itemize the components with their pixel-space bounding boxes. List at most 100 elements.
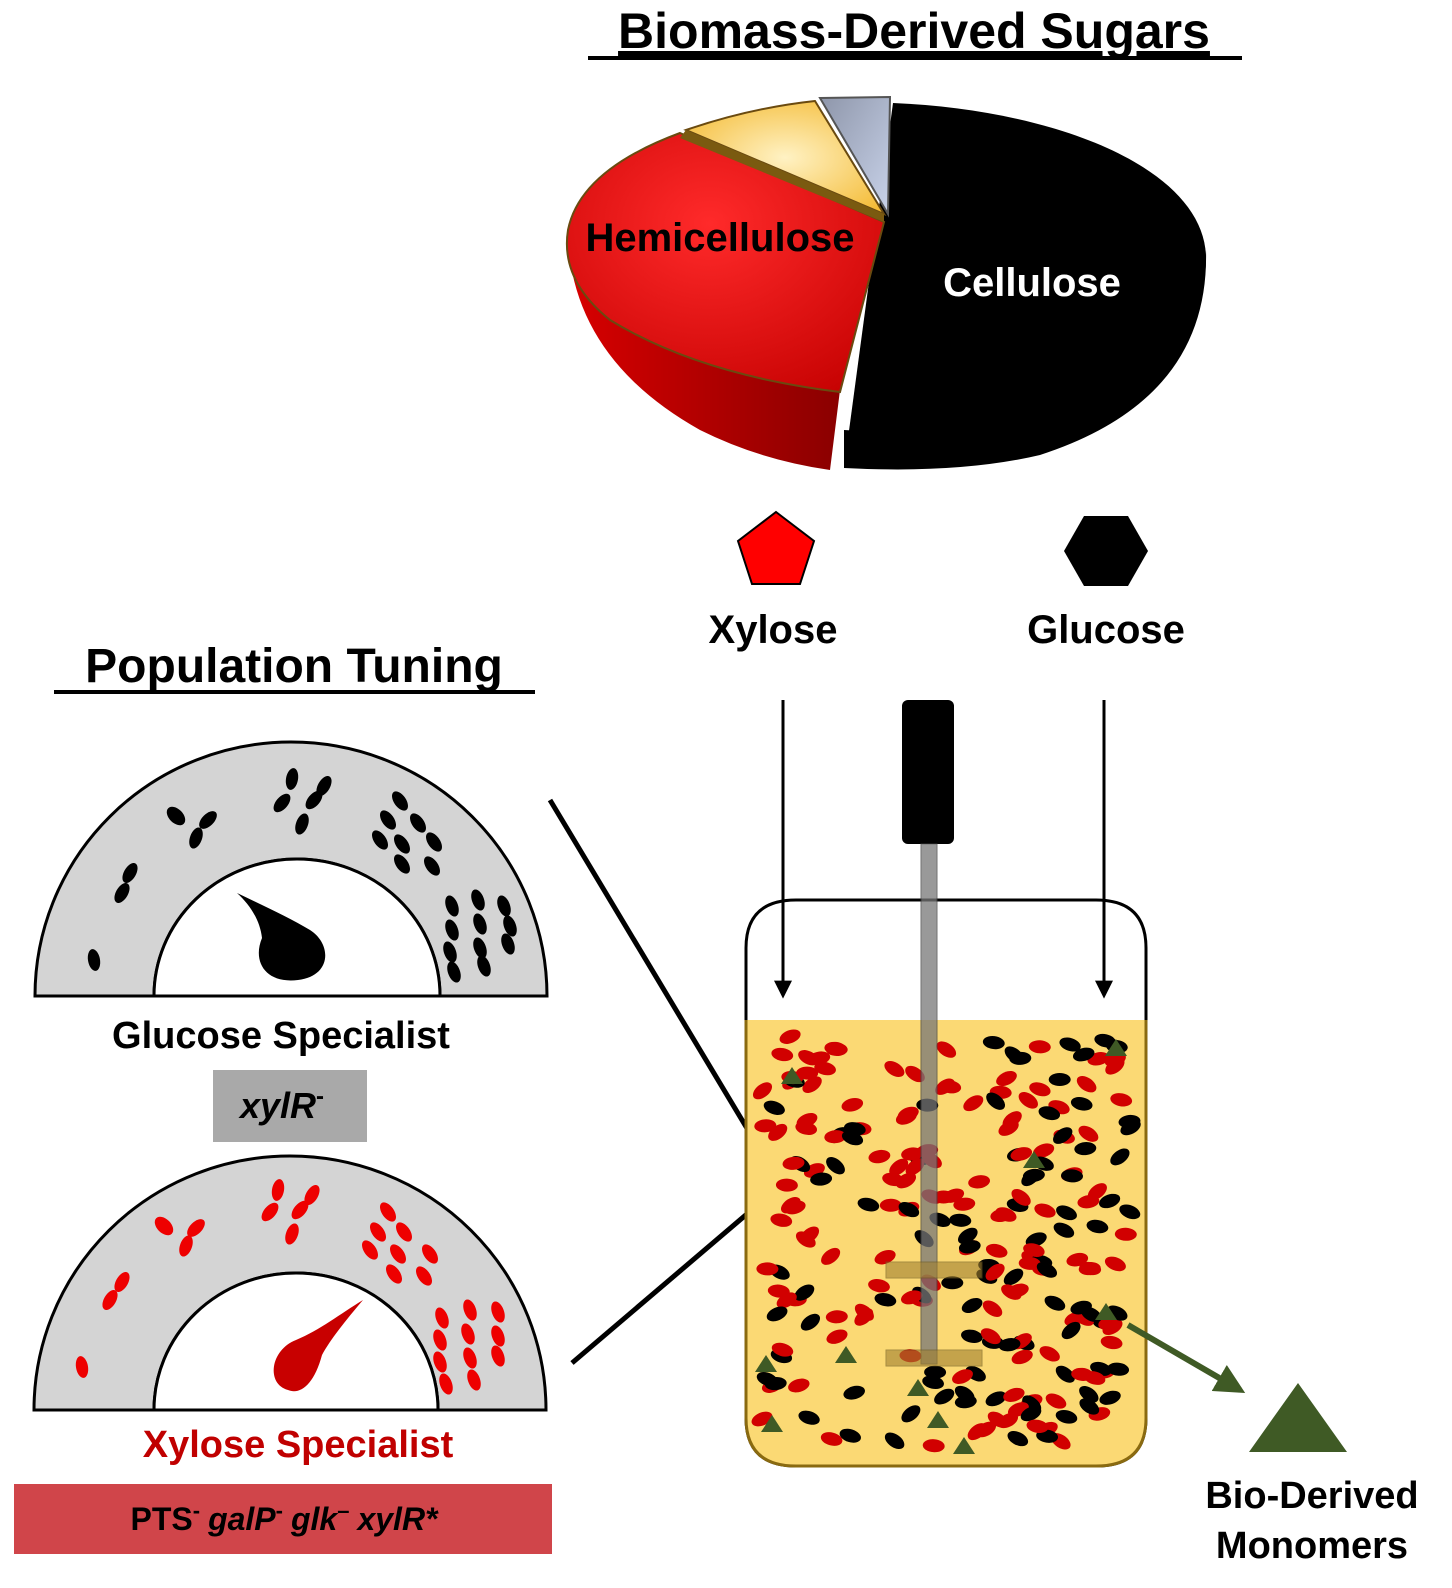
product-molecule-icon [927, 1411, 949, 1428]
xylose-specialist-cell [752, 1082, 773, 1100]
glucose-specialist-cell [949, 1213, 972, 1227]
xylose-specialist-cell [985, 1243, 1008, 1258]
xylose-specialist-cell [854, 1303, 874, 1321]
xylose-specialist-cell [922, 1439, 945, 1453]
glucose-specialist-cell [843, 1385, 865, 1400]
product-label-line2: Monomers [1216, 1525, 1408, 1567]
xylose-specialist-cell [814, 1061, 836, 1076]
product-molecule-icon [953, 1437, 975, 1454]
xylose-specialist-cell [771, 1342, 794, 1357]
xylose-specialist-cell [1011, 1349, 1033, 1365]
glucose-specialist-cell [1061, 1321, 1081, 1340]
glucose-specialist-cell [1044, 1295, 1066, 1311]
glucose-hexagon-icon [1064, 516, 1148, 586]
xylose-specialist-cell [1011, 1188, 1031, 1206]
xylose-specialist-cell [895, 1110, 917, 1125]
xylose-specialist-cell [895, 1172, 917, 1189]
xylose-specialist-cell [1002, 1111, 1022, 1129]
xylose-specialist-cell [985, 1263, 1005, 1281]
figure-title: Biomass-Derived Sugars [618, 3, 1210, 59]
bioreactor [744, 700, 1148, 1468]
glucose-specialist-cell [857, 1197, 880, 1212]
xylose-specialist-cell [771, 1047, 794, 1062]
glucose-specialist-cell [841, 1130, 864, 1146]
glucose-specialist-cell [874, 1292, 897, 1307]
glucose-specialist-cell [1110, 1148, 1130, 1166]
xylose-specialist-cell [820, 1432, 843, 1446]
xylose-specialist-cell [1104, 1256, 1126, 1272]
glucose-specialist-cell [763, 1100, 785, 1115]
xylose-specialist-cell [1114, 1227, 1137, 1241]
glucose-specialist-cell [941, 1276, 964, 1290]
glucose-specialist-cell [961, 1329, 983, 1344]
glucose-specialist-cell [1072, 1047, 1095, 1062]
xylose-specialist-cell [788, 1378, 810, 1393]
xylose-specialist-cell [868, 1278, 890, 1293]
xylose-specialist-cell [1026, 1419, 1049, 1433]
glucose-specialist-cell [1038, 1106, 1061, 1121]
stirrer-impeller-upper [885, 1261, 983, 1279]
zoom-line-top [547, 798, 784, 1187]
reactor-cells [751, 1029, 1141, 1454]
glucose-specialist-cell [1036, 1429, 1059, 1443]
glucose-specialist-cell [961, 1297, 983, 1314]
xylose-specialist-cell [1078, 1125, 1099, 1142]
xylose-pentagon-icon [736, 510, 816, 585]
xylose-specialist-cell [889, 1158, 909, 1176]
xylose-specialist-cell [982, 1300, 1003, 1317]
xylose-genotype: PTS-galP-glk– xylR* [131, 1498, 440, 1537]
glucose-specialist-cell [922, 1375, 944, 1390]
glucose-specialist-cell [798, 1410, 820, 1425]
xylose-specialist-cell [1023, 1243, 1045, 1257]
xylose-specialist-cell [868, 1149, 891, 1164]
product-arrow [1126, 1322, 1246, 1394]
xylose-specialist-cell [826, 1329, 848, 1344]
xylose-specialist-cell [884, 1061, 905, 1077]
xylose-specialist-cell [802, 1076, 822, 1094]
xylose-specialist-cell [905, 1065, 925, 1083]
glucose-specialist-cell [1070, 1097, 1093, 1111]
xylose-specialist-cell [841, 1097, 864, 1112]
product-molecule-icon [755, 1355, 777, 1372]
glucose-specialist-cell [794, 1284, 815, 1301]
gauge-needle-icon [273, 1300, 363, 1392]
product-molecule-icon [1095, 1303, 1117, 1320]
xylose-cells [75, 1179, 505, 1395]
product-label-line1: Bio-Derived [1205, 1475, 1418, 1517]
product-molecule-icon [835, 1346, 857, 1363]
glucose-specialist-cell [1021, 1168, 1041, 1187]
glucose-specialist-cell [1055, 1365, 1075, 1383]
xylose-specialist-cell [1076, 1076, 1097, 1093]
xylose-specialist-cell [1110, 1093, 1133, 1107]
xylose-specialist-cell [770, 1213, 793, 1227]
glucose-specialist-cell [1053, 1222, 1075, 1238]
xylose-specialist-cell [1028, 1040, 1051, 1054]
xylose-specialist-cell [874, 1249, 896, 1265]
glucose-specialist-cell [1036, 1262, 1058, 1278]
xylose-specialist-cell [967, 1423, 987, 1441]
xylose-specialist-cell [1064, 1311, 1086, 1327]
glucose-specialist-cell [924, 1365, 947, 1379]
glucose-cells [87, 768, 517, 983]
xylose-specialist-label: Xylose Specialist [143, 1424, 454, 1466]
glucose-specialist-cell [810, 1172, 833, 1186]
xylose-specialist-cell [963, 1095, 984, 1112]
product-molecule-icon [1023, 1151, 1045, 1168]
xylose-specialist-cell [1003, 1387, 1025, 1402]
pie-slice-gray [818, 95, 892, 218]
xylose-specialist-cell [825, 1310, 848, 1324]
xylose-specialist-cell [1087, 1183, 1107, 1201]
xylose-specialist-cell [1010, 1147, 1033, 1161]
xylose-specialist-cell [1066, 1252, 1089, 1267]
product-molecule-icon [781, 1067, 803, 1084]
product-molecule-icon [1105, 1039, 1127, 1056]
glucose-specialist-cell [985, 1391, 1007, 1407]
xylose-specialist-cell [905, 1158, 925, 1176]
glucose-genotype: xylR- [238, 1083, 324, 1126]
xylose-specialist-cell [782, 1156, 805, 1170]
xylose-gauge [32, 1154, 548, 1412]
xylose-specialist-cell [1018, 1091, 1038, 1109]
glucose-specialist-cell [1079, 1385, 1099, 1403]
glucose-specialist-cell [1099, 1193, 1121, 1209]
glucose-specialist-cell [1119, 1204, 1141, 1220]
